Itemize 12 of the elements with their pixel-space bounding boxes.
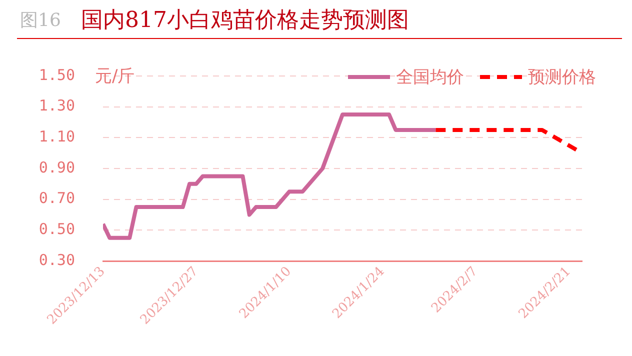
y-tick-label: 0.30 — [38, 250, 75, 269]
legend-label: 预测价格 — [528, 67, 596, 88]
y-tick-label: 0.50 — [38, 220, 75, 238]
y-tick-label: 1.10 — [38, 128, 75, 146]
chart-title: 国内817小白鸡苗价格走势预测图 — [81, 7, 409, 35]
y-tick-label: 0.70 — [38, 189, 75, 208]
y-tick-label: 1.50 — [38, 66, 75, 84]
y-tick-label: 0.90 — [38, 158, 75, 176]
y-tick-label: 1.30 — [38, 96, 75, 115]
y-axis-title: 元/斤 — [95, 66, 135, 86]
caption: 图16 — [20, 9, 61, 32]
legend-label: 全国均价 — [396, 67, 464, 88]
